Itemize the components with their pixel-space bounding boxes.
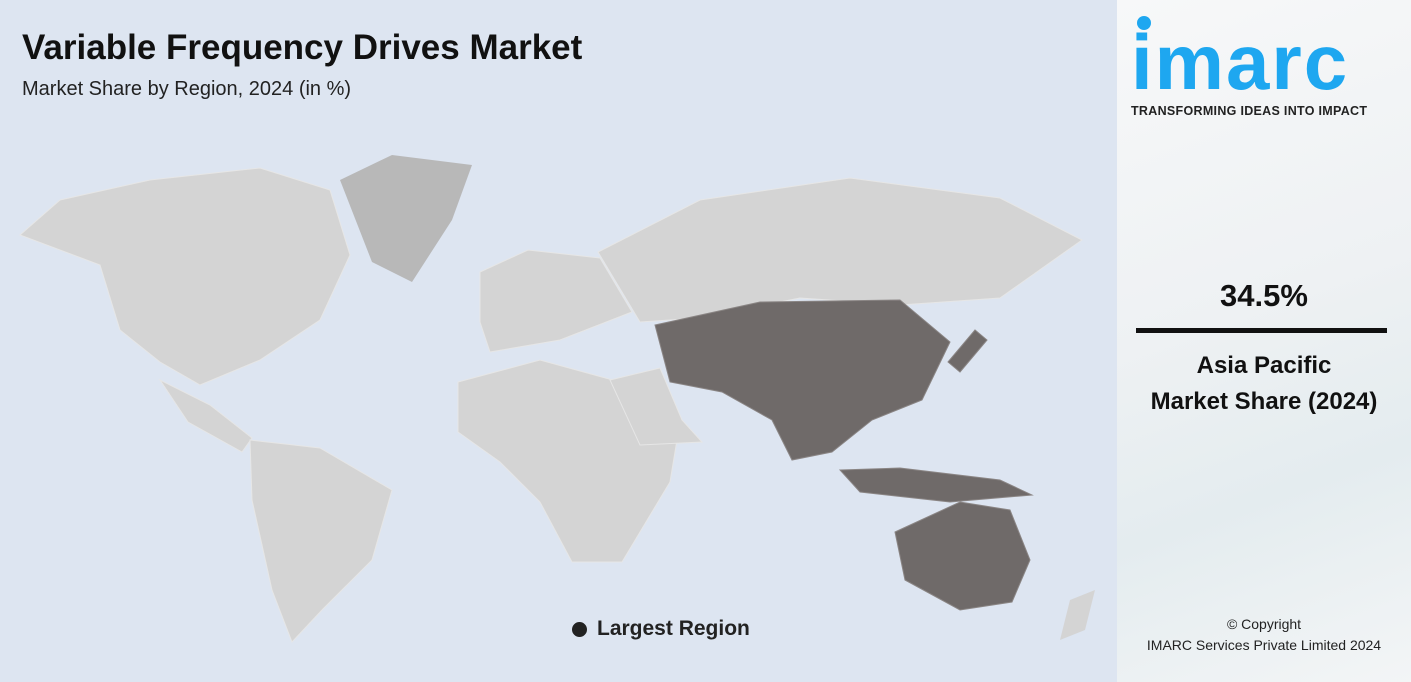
copyright: © Copyright IMARC Services Private Limit… <box>1117 614 1411 656</box>
logo-tagline: TRANSFORMING IDEAS INTO IMPACT <box>1131 104 1368 118</box>
region-name: Asia Pacific <box>1196 352 1332 379</box>
side-panel: imarc TRANSFORMING IDEAS INTO IMPACT 34.… <box>1117 0 1411 682</box>
company-line: IMARC Services Private Limited 2024 <box>1146 637 1382 653</box>
region-south-america <box>249 439 393 643</box>
chart-title: Variable Frequency Drives Market <box>22 28 583 67</box>
region-north-america <box>19 167 351 386</box>
region-japan <box>947 329 988 373</box>
copyright-line: © Copyright <box>1226 616 1302 632</box>
logo-dot-icon <box>1137 16 1151 30</box>
map-panel: Variable Frequency Drives Market Market … <box>0 0 1117 682</box>
legend: Largest Region <box>572 617 750 641</box>
world-map <box>19 155 1095 643</box>
region-europe <box>479 249 633 353</box>
region-asia-pacific-mainland <box>654 299 951 461</box>
region-new-zealand <box>1060 590 1095 640</box>
region-australia <box>894 501 1031 611</box>
share-caption: Market Share (2024) <box>1150 388 1378 415</box>
divider <box>1136 328 1387 333</box>
legend-dot-icon <box>572 621 587 637</box>
chart-subtitle: Market Share by Region, 2024 (in %) <box>22 78 352 100</box>
legend-label: Largest Region <box>597 617 750 640</box>
share-value: 34.5% <box>1220 278 1308 313</box>
region-greenland <box>340 155 472 282</box>
region-southeast-asia-islands <box>838 467 1034 503</box>
region-middle-east <box>609 367 704 446</box>
imarc-logo: imarc TRANSFORMING IDEAS INTO IMPACT <box>1131 14 1401 118</box>
logo-wordmark: imarc <box>1131 18 1350 106</box>
share-label: Asia Pacific Market Share (2024) <box>1117 348 1411 420</box>
region-central-america <box>158 378 253 453</box>
